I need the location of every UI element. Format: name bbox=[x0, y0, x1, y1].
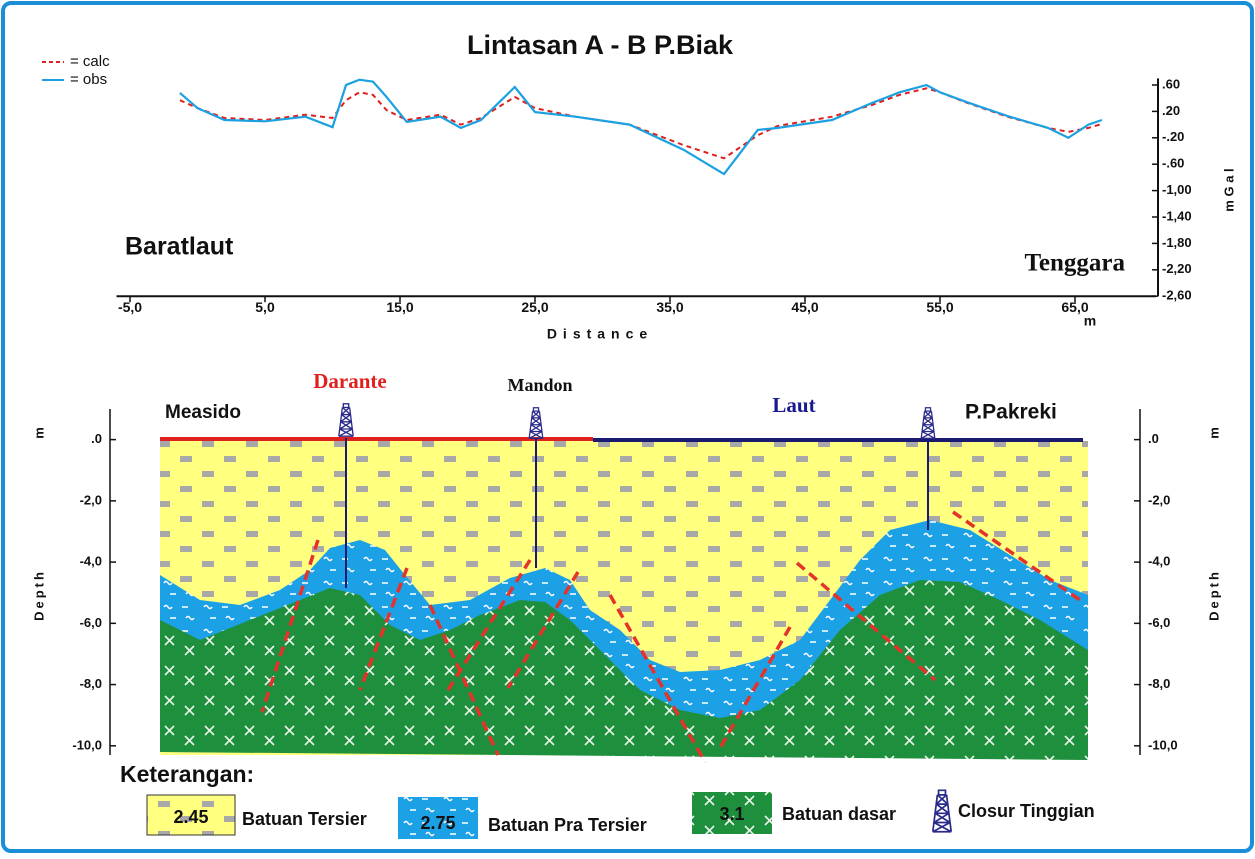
legend-label: Batuan dasar bbox=[782, 804, 896, 824]
x-tick-label: 5,0 bbox=[255, 299, 275, 315]
legend-swatch bbox=[692, 792, 772, 834]
depth-label: Depth bbox=[1206, 569, 1221, 621]
place-label: P.Pakreki bbox=[965, 401, 1057, 424]
depth-tick-label: -2,0 bbox=[80, 492, 102, 507]
annotation: Baratlaut bbox=[125, 233, 234, 261]
x-tick-label: 55,0 bbox=[926, 299, 953, 315]
cross-section bbox=[160, 403, 1088, 763]
depth-unit: m bbox=[31, 427, 46, 439]
y-tick-label: -1,80 bbox=[1162, 235, 1192, 250]
series-line bbox=[179, 78, 1103, 176]
y-tick-label: -1,00 bbox=[1162, 182, 1192, 197]
wells bbox=[345, 438, 929, 588]
depth-tick-label: -4,0 bbox=[1148, 554, 1170, 569]
x-tick-label: -5,0 bbox=[118, 299, 142, 315]
y-tick-label: -.60 bbox=[1162, 156, 1184, 171]
y-tick-label: -.20 bbox=[1162, 129, 1184, 144]
y-tick-label: -2,60 bbox=[1162, 288, 1192, 303]
chart-title: Lintasan A - B P.Biak bbox=[467, 30, 734, 60]
y-tick-label: -2,20 bbox=[1162, 261, 1192, 276]
legend-density: 2.45 bbox=[173, 807, 208, 827]
legend-label: Batuan Tersier bbox=[242, 809, 367, 829]
legend-title: Keterangan: bbox=[120, 761, 254, 787]
depth-tick-label: -6,0 bbox=[1148, 615, 1170, 630]
legend-swatch bbox=[146, 794, 236, 836]
x-tick-label: 45,0 bbox=[791, 299, 818, 315]
depth-label: Depth bbox=[31, 569, 46, 621]
place-label: Mandon bbox=[507, 375, 572, 395]
layer-dasar bbox=[160, 580, 1088, 760]
y-tick-label: .20 bbox=[1162, 103, 1180, 118]
depth-tick-label: -10,0 bbox=[72, 737, 102, 752]
legend-label: = obs bbox=[70, 71, 107, 88]
x-axis-unit: m bbox=[1084, 313, 1096, 329]
depth-tick-label: -10,0 bbox=[1148, 737, 1178, 752]
y-tick-label: .60 bbox=[1162, 76, 1180, 91]
annotation: Tenggara bbox=[1025, 250, 1126, 277]
legend-label: Closur Tinggian bbox=[958, 801, 1095, 821]
legend-density: 2.75 bbox=[420, 813, 455, 833]
series-line bbox=[179, 87, 1103, 160]
tower-icon bbox=[338, 403, 354, 437]
depth-tick-label: -6,0 bbox=[80, 615, 102, 630]
depth-tick-label: -2,0 bbox=[1148, 492, 1170, 507]
depth-tick-label: .0 bbox=[91, 431, 102, 446]
x-tick-label: 65,0 bbox=[1061, 299, 1088, 315]
tower-icon bbox=[920, 407, 936, 439]
place-label: Measido bbox=[165, 402, 241, 423]
depth-tick-label: .0 bbox=[1148, 431, 1159, 446]
x-tick-label: 25,0 bbox=[521, 299, 548, 315]
legend-density: 3.1 bbox=[719, 804, 744, 824]
legend-icon bbox=[931, 789, 953, 833]
x-axis-label: Distance bbox=[547, 326, 653, 342]
depth-tick-label: -8,0 bbox=[80, 676, 102, 691]
y-axis-label: m G a l bbox=[1221, 168, 1236, 211]
legend-label: = calc bbox=[70, 53, 110, 70]
place-label: Darante bbox=[313, 369, 386, 393]
x-tick-label: 35,0 bbox=[656, 299, 683, 315]
depth-tick-label: -8,0 bbox=[1148, 676, 1170, 691]
faults bbox=[260, 510, 1081, 763]
x-tick-label: 15,0 bbox=[386, 299, 413, 315]
depth-unit: m bbox=[1206, 427, 1221, 439]
y-tick-label: -1,40 bbox=[1162, 208, 1192, 223]
depth-tick-label: -4,0 bbox=[80, 554, 102, 569]
tower-icon bbox=[528, 407, 544, 439]
legend-swatch bbox=[398, 797, 478, 839]
legend-label: Batuan Pra Tersier bbox=[488, 815, 647, 835]
place-label: Laut bbox=[772, 393, 815, 417]
